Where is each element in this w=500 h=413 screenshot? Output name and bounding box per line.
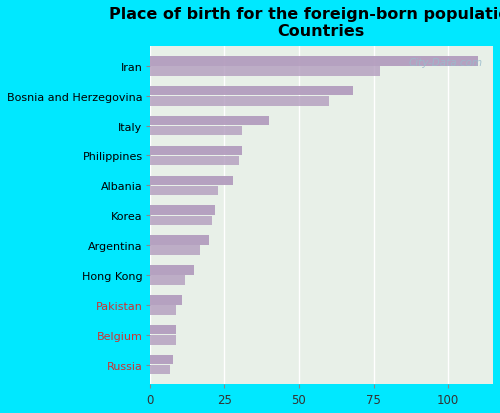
Bar <box>150 246 200 255</box>
Bar <box>150 335 176 345</box>
Bar <box>150 157 239 166</box>
Bar <box>150 146 242 156</box>
Bar <box>150 206 215 216</box>
Bar <box>150 116 269 126</box>
Bar <box>150 186 218 196</box>
Bar <box>150 97 329 107</box>
Bar <box>150 365 171 375</box>
Bar <box>150 216 212 225</box>
Bar <box>150 325 176 335</box>
Bar <box>150 355 174 364</box>
Bar <box>150 176 233 185</box>
Bar <box>150 236 210 245</box>
Bar <box>150 266 194 275</box>
Bar <box>150 306 176 315</box>
Bar <box>150 295 182 305</box>
Bar <box>150 275 186 285</box>
Text: City-Data.com: City-Data.com <box>408 57 482 67</box>
Bar <box>150 87 352 96</box>
Bar <box>150 127 242 136</box>
Bar <box>150 67 380 76</box>
Bar <box>150 57 478 66</box>
Title: Place of birth for the foreign-born population -
Countries: Place of birth for the foreign-born popu… <box>109 7 500 39</box>
